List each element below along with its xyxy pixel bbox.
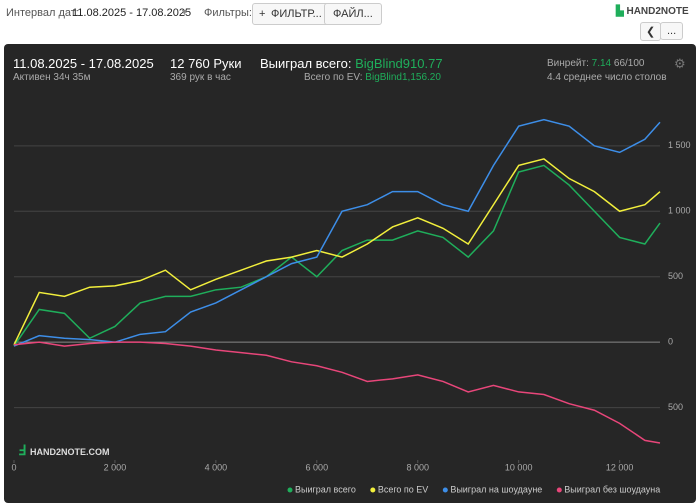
- y-tick-label: 500: [668, 271, 683, 281]
- y-tick-label: 1 000: [668, 206, 691, 216]
- x-tick-label: 8 000: [406, 462, 429, 472]
- x-tick-label: 4 000: [205, 462, 228, 472]
- y-tick-label: 0: [668, 337, 673, 347]
- legend-label[interactable]: Всего по EV: [378, 484, 428, 494]
- dropdown-arrow: ▼: [180, 7, 189, 17]
- legend-marker: [556, 487, 562, 493]
- won: Выиграл всего: BigBlind910.77: [260, 56, 443, 71]
- series-line: [13, 164, 661, 347]
- y-tick-label: 500: [668, 402, 683, 412]
- winrate-value: 7.14: [591, 58, 612, 69]
- legend-label[interactable]: Выиграл без шоудауна: [564, 484, 660, 494]
- graph-panel: 11.08.2025 - 17.08.2025 Активен 34ч 35м …: [4, 44, 696, 503]
- active: Активен 34ч 35м: [13, 72, 91, 83]
- won-value: BigBlind910.77: [355, 56, 443, 71]
- legend-label[interactable]: Выиграл на шоудауне: [450, 484, 542, 494]
- winrate-unit: 66/100: [613, 58, 645, 69]
- logo: ▙ HAND2NOTE: [616, 6, 689, 17]
- hands: 12 760 Руки: [170, 56, 242, 71]
- more-button[interactable]: ...: [660, 22, 684, 40]
- logo-text: HAND2NOTE: [626, 6, 689, 17]
- watermark-text: HAND2NOTE.COM: [29, 447, 110, 457]
- series-line: [13, 341, 661, 444]
- ev: Всего по EV: BigBlind1,156.20: [304, 72, 441, 83]
- date-range[interactable]: 11.08.2025 - 17.08.2025: [72, 7, 192, 19]
- x-tick-label: 12 000: [606, 462, 634, 472]
- legend-marker: [370, 487, 376, 493]
- filters-label: Фильтры:: [204, 7, 252, 19]
- filter-text: ФИЛЬТР...: [271, 8, 322, 20]
- range: 11.08.2025 - 17.08.2025: [13, 56, 154, 71]
- legend-label[interactable]: Выиграл всего: [295, 484, 356, 494]
- x-tick-label: 6 000: [306, 462, 329, 472]
- date-label: Интервал дат:: [6, 7, 79, 19]
- hands-per-hour: 369 рук в час: [170, 72, 231, 83]
- y-tick-label: 1 500: [668, 140, 691, 150]
- filter-button[interactable]: + ФИЛЬТР...: [252, 3, 331, 25]
- file-button[interactable]: ФАЙЛ...: [324, 3, 382, 25]
- x-tick-label: 2 000: [104, 462, 127, 472]
- winrate-label: Винрейт:: [547, 58, 589, 69]
- ev-value: BigBlind1,156.20: [365, 72, 441, 83]
- series-line: [13, 118, 661, 347]
- plus-icon: +: [259, 8, 266, 20]
- ev-label: Всего по EV:: [304, 72, 363, 83]
- watermark: Ⅎ HAND2NOTE.COM: [18, 442, 110, 458]
- tables: 4.4 среднее число столов: [547, 72, 667, 83]
- series-line: [13, 158, 661, 346]
- x-tick-label: 0: [11, 462, 16, 472]
- won-label: Выиграл всего:: [260, 56, 352, 71]
- legend-marker: [442, 487, 448, 493]
- settings-icon[interactable]: ⚙: [674, 56, 686, 71]
- legend-marker: [287, 487, 293, 493]
- winrate: Винрейт: 7.14 66/100: [547, 58, 644, 69]
- x-tick-label: 10 000: [505, 462, 533, 472]
